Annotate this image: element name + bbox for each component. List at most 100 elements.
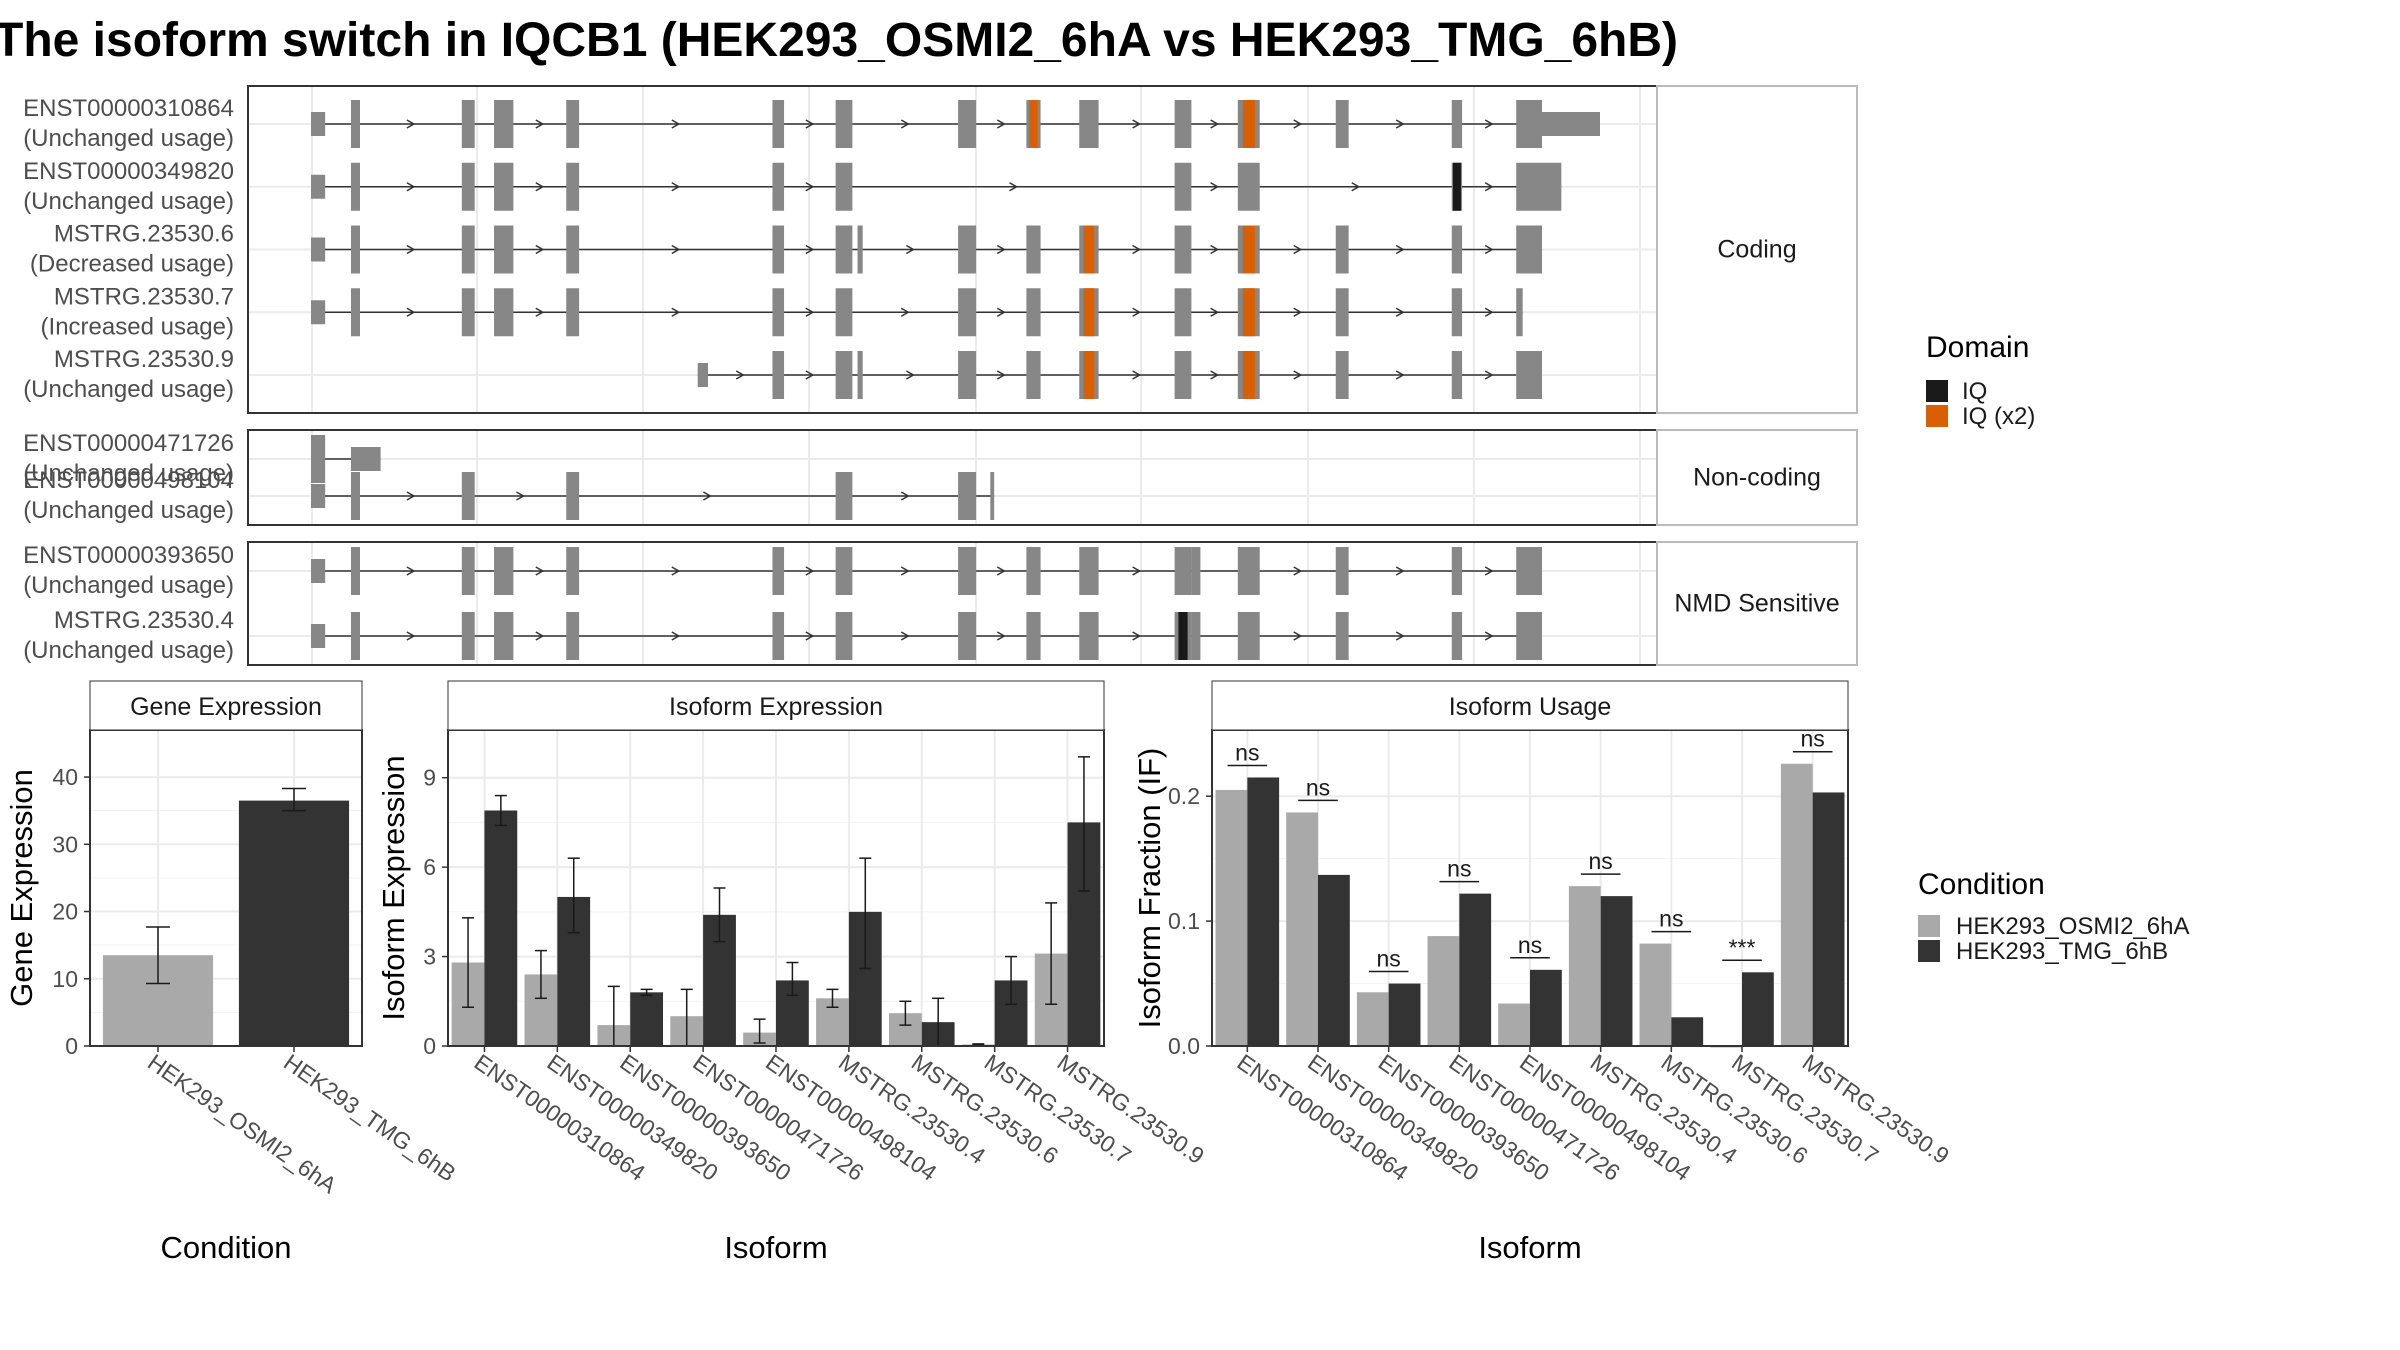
intron-arrow xyxy=(900,307,910,317)
exon xyxy=(1079,547,1099,595)
bar-osmi2 xyxy=(1356,992,1389,1046)
y-tick-label: 0 xyxy=(423,1033,436,1059)
intron-arrow xyxy=(535,631,545,641)
exon xyxy=(494,547,514,595)
intron-arrow xyxy=(1293,370,1303,380)
y-tick-label: 10 xyxy=(52,966,78,992)
exon xyxy=(461,162,475,211)
chart-title: Isoform Usage xyxy=(1449,693,1612,721)
exon xyxy=(772,547,785,595)
error-bar xyxy=(567,857,580,934)
intron-arrow xyxy=(406,566,416,576)
y-tick-label: 0.1 xyxy=(1168,908,1200,934)
y-tick-label: 0.2 xyxy=(1168,783,1200,809)
exon xyxy=(311,624,326,648)
intron-arrow xyxy=(671,182,681,192)
transcript-row xyxy=(311,225,1542,274)
exon xyxy=(311,484,326,508)
y-axis-label: Gene Expression xyxy=(4,769,39,1007)
error-bar xyxy=(786,961,799,997)
intron-arrow xyxy=(1484,566,1494,576)
domain-iq2 xyxy=(1242,288,1255,337)
structure-panel-bg xyxy=(248,430,1657,525)
bar-osmi2 xyxy=(1427,936,1460,1046)
intron-arrow xyxy=(1484,119,1494,129)
domain-iq2 xyxy=(1083,225,1095,274)
exon xyxy=(566,612,580,660)
error-bar xyxy=(146,926,170,985)
intron-arrow xyxy=(996,370,1006,380)
intron-arrow xyxy=(406,491,416,501)
intron-arrow xyxy=(535,307,545,317)
exon xyxy=(1237,547,1260,595)
intron-arrow xyxy=(535,119,545,129)
exon xyxy=(1174,351,1192,399)
bar-tmg xyxy=(1812,792,1845,1046)
transcript-id-label: ENST00000393650 xyxy=(23,542,234,569)
exon xyxy=(1335,225,1349,274)
exon xyxy=(835,225,853,274)
intron-arrow xyxy=(671,244,681,255)
exon xyxy=(772,612,785,660)
intron-arrow xyxy=(1484,182,1494,192)
transcript-usage-label: (Increased usage) xyxy=(41,313,234,340)
significance-label: ns xyxy=(1235,739,1259,765)
intron-arrow xyxy=(1395,307,1405,317)
y-axis-label: Isoform Expression xyxy=(376,755,411,1020)
intron-arrow xyxy=(906,244,915,255)
exon xyxy=(835,472,853,520)
error-bar xyxy=(713,887,726,943)
intron-arrow xyxy=(1395,566,1405,576)
chart-strip xyxy=(89,680,363,731)
transcript-id-label: MSTRG.23530.9 xyxy=(54,346,234,373)
error-bar xyxy=(859,857,872,970)
exon xyxy=(1079,612,1099,660)
exon xyxy=(1026,612,1041,660)
exon xyxy=(494,612,514,660)
exon xyxy=(461,612,475,660)
significance-label: ns xyxy=(1306,774,1330,800)
intron-arrow xyxy=(1293,631,1303,641)
error-bar xyxy=(494,794,507,827)
intron-arrow xyxy=(805,119,815,129)
exon xyxy=(1335,288,1349,337)
exon xyxy=(772,162,785,211)
transcript-usage-label: (Unchanged usage) xyxy=(23,188,234,215)
exon xyxy=(311,435,326,483)
transcript-usage-label: (Unchanged usage) xyxy=(23,497,234,524)
intron-arrow xyxy=(1484,244,1494,255)
intron-arrow xyxy=(1132,244,1142,255)
exon xyxy=(1516,288,1523,337)
y-tick-label: 20 xyxy=(52,899,78,925)
intron-arrow xyxy=(1132,370,1142,380)
bar-osmi2 xyxy=(1215,789,1248,1046)
intron-arrow xyxy=(1009,182,1019,192)
intron-arrow xyxy=(535,244,545,255)
structure-strip-label: NMD Sensitive xyxy=(1674,590,1839,618)
bar-tmg xyxy=(484,810,518,1046)
y-axis-label: Isoform Fraction (IF) xyxy=(1132,748,1167,1029)
intron-arrow xyxy=(900,491,910,501)
condition-legend-swatch xyxy=(1918,915,1940,937)
exon xyxy=(772,100,785,148)
exon xyxy=(350,225,360,274)
intron-arrow xyxy=(906,370,915,380)
intron-arrow xyxy=(900,566,910,576)
intron-arrow xyxy=(996,631,1006,641)
exon xyxy=(697,363,709,387)
intron-arrow xyxy=(900,631,910,641)
transcript-usage-label: (Unchanged usage) xyxy=(23,125,234,152)
bar-tmg xyxy=(1742,972,1774,1046)
exon xyxy=(350,612,360,660)
intron-arrow xyxy=(1484,370,1494,380)
chart-2: 0.00.10.2nsENST00000310864nsENST00000349… xyxy=(1132,680,1954,1265)
intron-arrow xyxy=(1210,119,1220,129)
exon xyxy=(1026,351,1041,399)
exon xyxy=(350,162,360,211)
exon xyxy=(350,472,360,520)
intron-arrow xyxy=(406,119,416,129)
exon xyxy=(1451,351,1463,399)
significance-label: ns xyxy=(1518,932,1542,958)
exon xyxy=(1174,288,1192,337)
